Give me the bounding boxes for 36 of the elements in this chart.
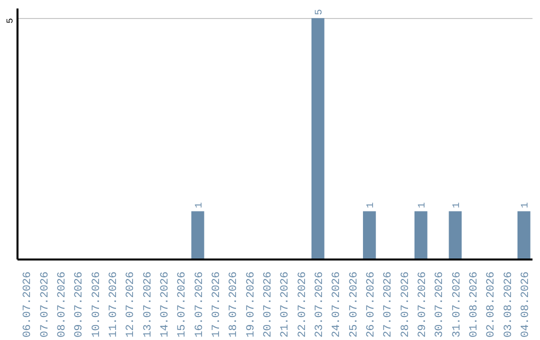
x-tick-label: 16.07.2026 bbox=[194, 271, 206, 338]
x-tick-label: 15.07.2026 bbox=[176, 271, 189, 338]
x-tick-label: 22.07.2026 bbox=[296, 271, 309, 338]
x-tick-label: 08.07.2026 bbox=[56, 271, 68, 338]
data-label: 1 bbox=[417, 202, 428, 208]
x-tick-label: 10.07.2026 bbox=[90, 271, 103, 338]
x-tick-label: 31.07.2026 bbox=[451, 271, 464, 338]
x-tick-label: 17.07.2026 bbox=[210, 271, 223, 338]
x-tick-label: 01.08.2026 bbox=[468, 271, 480, 338]
x-tick-label: 03.08.2026 bbox=[502, 271, 515, 338]
x-tick-label: 24.07.2026 bbox=[331, 271, 344, 338]
data-label: 5 bbox=[314, 9, 326, 16]
x-tick-label: 26.07.2026 bbox=[365, 271, 378, 338]
data-label: 1 bbox=[520, 202, 532, 208]
x-tick-label: 12.07.2026 bbox=[125, 271, 138, 338]
data-label: 1 bbox=[366, 202, 377, 208]
x-tick-label: 20.07.2026 bbox=[262, 271, 274, 338]
x-tick-label: 27.07.2026 bbox=[382, 271, 395, 338]
x-tick-label: 28.07.2026 bbox=[400, 271, 412, 338]
x-tick-label: 25.07.2026 bbox=[348, 271, 360, 338]
x-tick-label: 19.07.2026 bbox=[245, 271, 258, 338]
data-label: 1 bbox=[194, 202, 206, 208]
x-tick-label: 18.07.2026 bbox=[228, 271, 240, 338]
x-tick-label: 02.08.2026 bbox=[486, 271, 498, 338]
x-tick-label: 11.07.2026 bbox=[108, 271, 120, 338]
x-tick-label: 30.07.2026 bbox=[434, 271, 446, 338]
x-tick-label: 06.07.2026 bbox=[22, 271, 34, 338]
x-tick-label: 14.07.2026 bbox=[159, 271, 172, 338]
data-label: 1 bbox=[452, 202, 463, 208]
x-tick-label: 23.07.2026 bbox=[314, 271, 326, 338]
x-tick-label: 04.08.2026 bbox=[520, 271, 532, 338]
x-tick-label: 21.07.2026 bbox=[280, 271, 292, 338]
x-tick-label: 09.07.2026 bbox=[74, 271, 86, 338]
x-tick-label: 13.07.2026 bbox=[142, 271, 154, 338]
x-tick-label: 29.07.2026 bbox=[416, 271, 429, 338]
x-tick-label: 07.07.2026 bbox=[39, 271, 52, 338]
